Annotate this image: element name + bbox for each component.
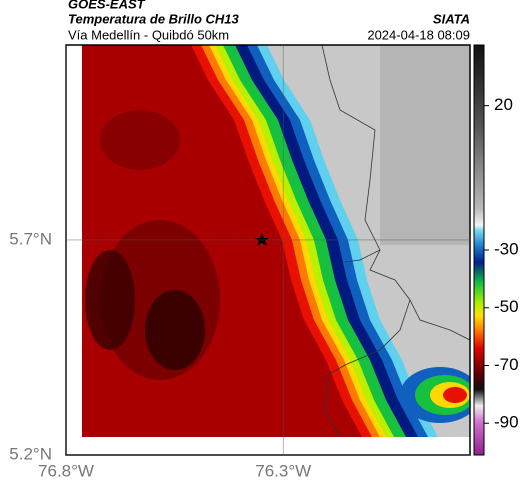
colorbar-label: -90 — [494, 413, 519, 432]
colorbar-label: -30 — [494, 239, 519, 258]
source: SIATA — [433, 11, 470, 26]
location: Vía Medellín - Quibdó 50km — [68, 27, 229, 42]
x-tick-label: 76.8°W — [38, 461, 94, 480]
border — [324, 249, 411, 438]
cloud-cell — [443, 387, 467, 403]
y-tick-label: 5.2°N — [9, 444, 52, 463]
datetime: 2024-04-18 08:09 — [367, 27, 470, 42]
satellite-image — [82, 45, 470, 438]
colorbar — [473, 44, 485, 456]
star — [255, 233, 269, 246]
product: GOES-EAST — [68, 0, 146, 11]
colorbar-label: -70 — [494, 355, 519, 374]
y-tick-label: 5.7°N — [9, 229, 52, 248]
cold-core — [100, 110, 180, 170]
x-tick-label: 76.3°W — [255, 461, 311, 480]
cold-core — [85, 250, 135, 350]
cold-core — [145, 290, 205, 370]
title: Temperatura de Brillo CH13 — [68, 11, 240, 26]
colorbar-label: -50 — [494, 297, 519, 316]
colorbar-label: 20 — [494, 95, 513, 114]
